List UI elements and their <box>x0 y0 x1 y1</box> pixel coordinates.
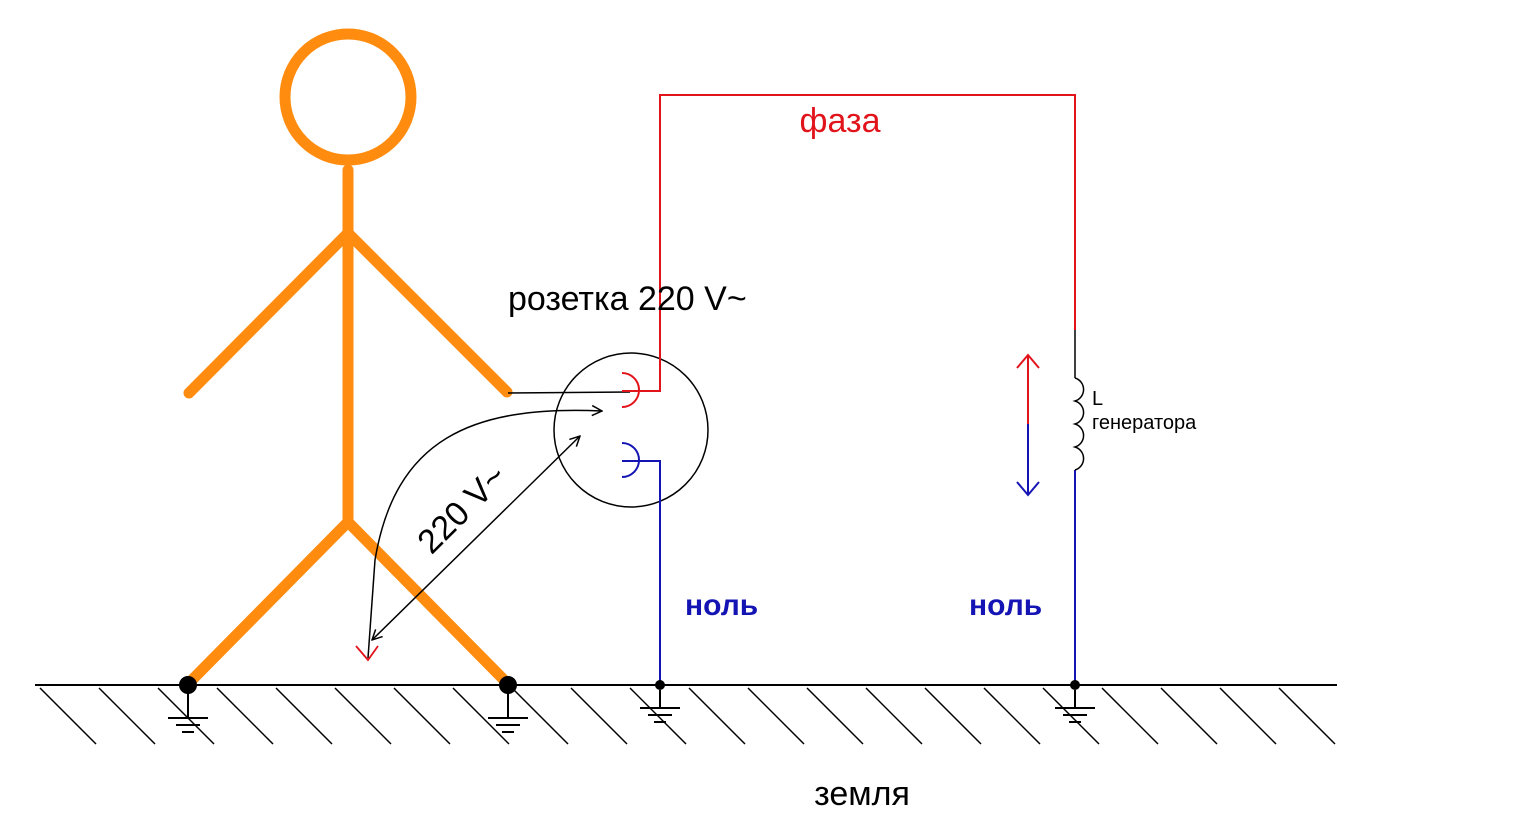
person-right-arm <box>344 229 513 398</box>
person-head <box>279 28 417 166</box>
ac-arrow-down <box>1016 424 1040 497</box>
neutral-label-socket: ноль <box>685 589 758 622</box>
junction-dot <box>655 680 665 690</box>
ground-hatching <box>39 687 1336 745</box>
hand-to-phase-wire <box>507 391 631 394</box>
generator-l-label: L <box>1092 388 1103 410</box>
ac-arrow-up <box>1016 353 1040 424</box>
ground-label: земля <box>814 775 910 813</box>
person-left-leg <box>182 518 352 690</box>
junction-dot <box>1070 680 1080 690</box>
phase-wire <box>622 94 1076 392</box>
person-figure <box>182 28 514 690</box>
ground-symbol <box>168 690 208 733</box>
foot-contact-right <box>499 676 517 694</box>
ground-symbol <box>640 690 680 723</box>
neutral-label-generator: ноль <box>969 589 1042 622</box>
phase-label: фаза <box>800 102 881 140</box>
generator-text-label: генератора <box>1092 412 1197 434</box>
person-left-arm <box>183 229 352 399</box>
neutral-wire-socket <box>622 460 661 685</box>
ground-symbol <box>488 690 528 733</box>
generator-coil <box>1072 377 1085 471</box>
ground-symbol <box>1055 690 1095 723</box>
socket-label: розетка 220 V~ <box>508 280 747 318</box>
ground <box>35 684 1337 745</box>
voltage-double-arrow <box>372 436 580 640</box>
socket-outline <box>553 352 709 508</box>
current-path-arrow <box>367 410 602 659</box>
foot-contact-left <box>179 676 197 694</box>
voltage-label: 220 V~ <box>410 457 514 561</box>
current-path-arrowhead <box>355 645 379 662</box>
